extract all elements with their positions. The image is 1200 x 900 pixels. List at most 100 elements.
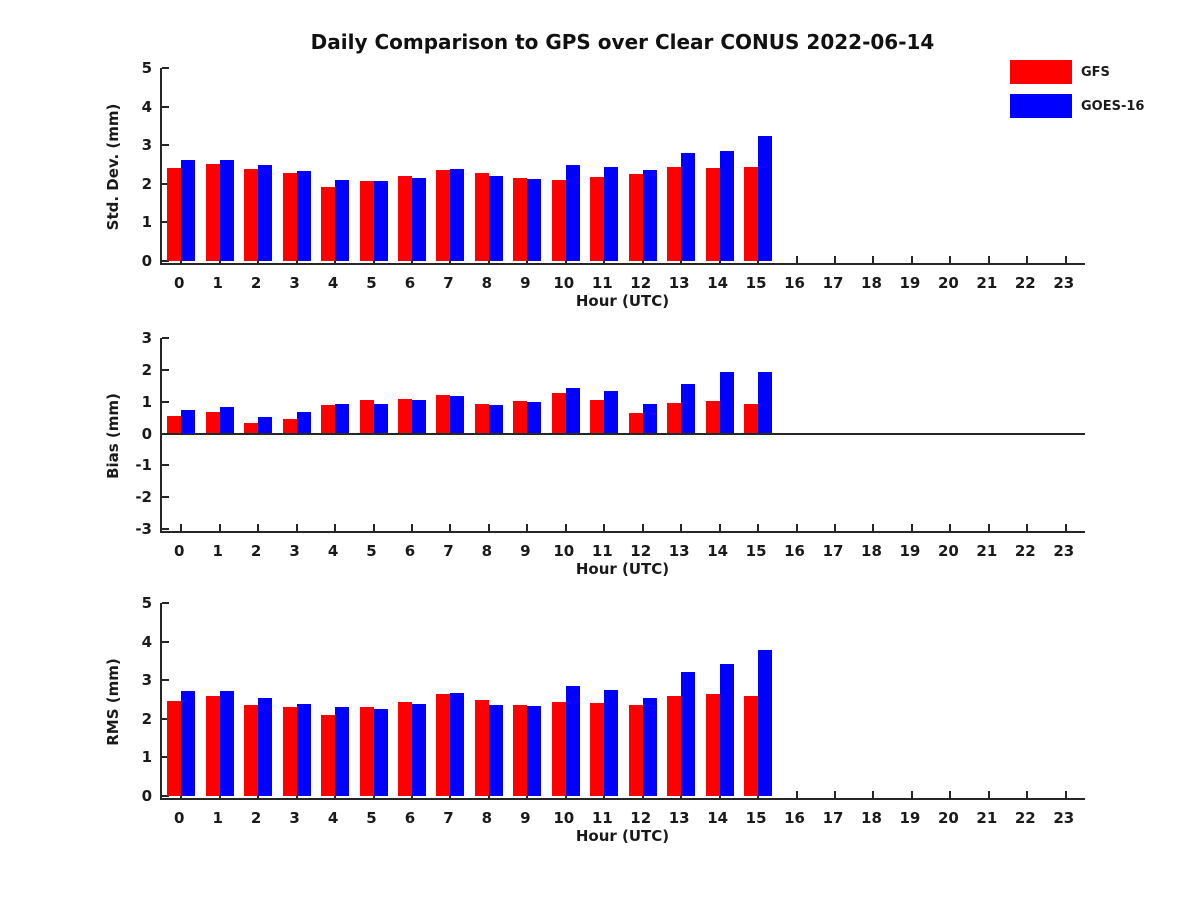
y-tick-mark — [162, 756, 169, 759]
y-tick-label: 4 — [141, 632, 152, 651]
std-dev-plot-area — [160, 67, 1085, 265]
x-tick-mark — [718, 524, 721, 531]
x-tick-label: 10 — [553, 274, 575, 292]
x-tick-label: 0 — [174, 542, 185, 560]
bar-goes-16-hour-14 — [719, 372, 734, 434]
bar-goes-16-hour-9 — [527, 401, 542, 434]
y-tick-mark — [162, 337, 169, 339]
x-tick-mark — [949, 524, 952, 531]
gfs-color-swatch — [1010, 60, 1072, 84]
bar-gfs-hour-3 — [282, 173, 297, 261]
bar-gfs-hour-1 — [205, 411, 220, 434]
bar-gfs-hour-10 — [551, 180, 566, 261]
y-tick-label: 0 — [141, 252, 152, 270]
bar-gfs-hour-6 — [397, 702, 412, 796]
bar-gfs-hour-15 — [744, 404, 759, 434]
bar-goes-16-hour-9 — [527, 179, 542, 261]
x-tick-label: 19 — [899, 542, 921, 560]
bar-gfs-hour-4 — [321, 405, 336, 434]
x-tick-label: 0 — [174, 809, 185, 827]
x-tick-mark — [987, 524, 990, 531]
x-tick-mark — [949, 791, 952, 798]
x-tick-label: 3 — [289, 809, 300, 827]
bar-goes-16-hour-2 — [258, 416, 273, 434]
bias-subplot: Bias (mm) -3 -2 -1 0 1 2 3 0 1 2 3 4 5 6 7 8 9 10 11 12 13 1… — [0, 329, 1200, 578]
legend-label-gfs: GFS — [1081, 64, 1110, 80]
y-tick-mark — [162, 182, 169, 185]
bias-x-axis-title: Hour (UTC) — [575, 560, 670, 578]
rms-x-tick-labels: 0 1 2 3 4 5 6 7 8 9 10 11 12 13 14 15 16 17 18 19 20 21 22 23 — [160, 800, 1085, 840]
bias-x-tick-labels: 0 1 2 3 4 5 6 7 8 9 10 11 12 13 14 15 16 17 18 19 20 21 22 23 — [160, 533, 1085, 573]
y-tick-label: 3 — [141, 329, 152, 347]
x-tick-label: 4 — [327, 809, 339, 827]
x-tick-label: 5 — [366, 274, 377, 292]
x-tick-label: 9 — [520, 542, 531, 560]
x-tick-mark — [680, 524, 683, 531]
x-tick-mark — [795, 791, 798, 798]
x-tick-mark — [757, 524, 760, 531]
y-tick-mark — [162, 464, 169, 467]
bar-gfs-hour-1 — [205, 696, 220, 796]
x-tick-label: 5 — [366, 542, 377, 560]
x-tick-label: 3 — [289, 542, 300, 560]
y-tick-label: 1 — [141, 748, 152, 767]
y-tick-label: 5 — [141, 594, 152, 612]
x-tick-label: 20 — [937, 542, 959, 560]
bar-gfs-hour-7 — [436, 169, 451, 261]
y-tick-mark — [162, 67, 169, 69]
y-tick-mark — [162, 795, 169, 797]
rms-plot-area — [160, 602, 1085, 800]
bar-gfs-hour-1 — [205, 163, 220, 261]
bar-gfs-hour-12 — [628, 705, 643, 796]
x-tick-label: 12 — [630, 274, 652, 292]
y-tick-label: 3 — [141, 671, 152, 690]
bar-goes-16-hour-8 — [488, 176, 503, 261]
bar-gfs-hour-13 — [667, 167, 682, 261]
y-tick-label: 1 — [141, 213, 152, 232]
x-tick-label: 1 — [212, 274, 223, 292]
x-tick-label: 17 — [822, 809, 844, 827]
bar-gfs-hour-13 — [667, 695, 682, 796]
x-tick-label: 9 — [520, 274, 531, 292]
bar-goes-16-hour-2 — [258, 698, 273, 796]
x-tick-mark — [795, 256, 798, 263]
bar-gfs-hour-5 — [359, 399, 374, 434]
x-tick-label: 21 — [976, 542, 998, 560]
bar-goes-16-hour-1 — [219, 691, 234, 796]
bar-gfs-hour-2 — [244, 704, 259, 796]
y-tick-label: 5 — [141, 59, 152, 77]
x-tick-mark — [295, 524, 298, 531]
bar-goes-16-hour-15 — [758, 650, 773, 796]
x-tick-mark — [487, 524, 490, 531]
x-tick-label: 21 — [976, 809, 998, 827]
std-dev-x-tick-labels: 0 1 2 3 4 5 6 7 8 9 10 11 12 13 14 15 16 17 18 19 20 21 22 23 — [160, 265, 1085, 305]
y-tick-label: -3 — [135, 520, 152, 538]
bar-goes-16-hour-9 — [527, 705, 542, 796]
x-tick-label: 12 — [630, 542, 652, 560]
x-tick-mark — [834, 524, 837, 531]
x-tick-label: 1 — [212, 809, 223, 827]
x-tick-label: 8 — [481, 542, 493, 560]
bar-goes-16-hour-14 — [719, 663, 734, 796]
bar-goes-16-hour-7 — [450, 692, 465, 796]
x-tick-label: 7 — [443, 542, 454, 560]
bar-goes-16-hour-15 — [758, 135, 773, 261]
x-tick-label: 19 — [899, 274, 921, 292]
x-tick-mark — [1026, 524, 1029, 531]
x-tick-label: 8 — [481, 809, 493, 827]
bar-gfs-hour-11 — [590, 702, 605, 796]
x-tick-label: 15 — [745, 274, 767, 292]
x-tick-label: 11 — [591, 542, 613, 560]
x-tick-mark — [1026, 256, 1029, 263]
x-tick-label: 15 — [745, 809, 767, 827]
bar-gfs-hour-0 — [167, 701, 182, 796]
y-tick-mark — [162, 717, 169, 720]
x-tick-mark — [949, 256, 952, 263]
x-tick-label: 21 — [976, 274, 998, 292]
x-tick-label: 3 — [289, 274, 300, 292]
y-tick-label: -2 — [135, 488, 152, 507]
x-tick-label: 6 — [404, 809, 416, 827]
x-tick-mark — [872, 524, 875, 531]
y-tick-label: 2 — [141, 174, 152, 193]
